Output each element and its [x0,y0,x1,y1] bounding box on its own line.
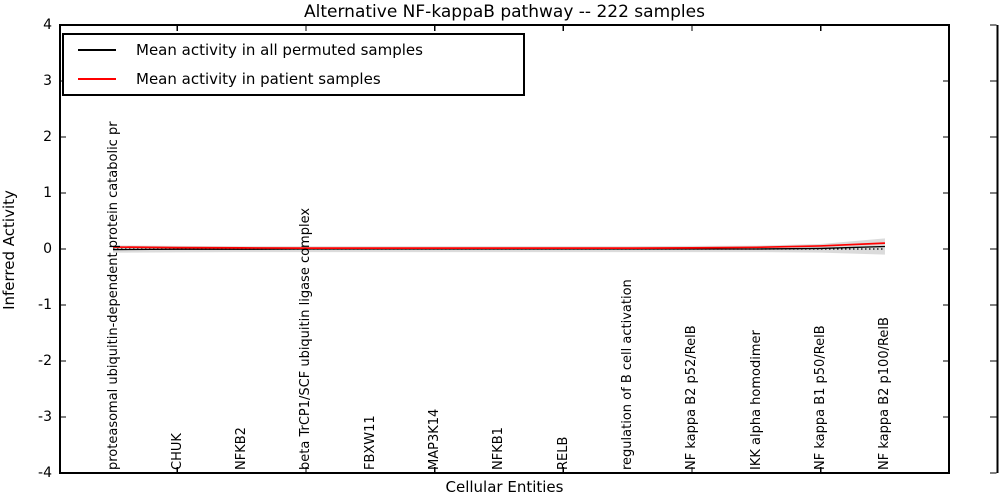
x-axis-label: Cellular Entities [445,478,564,496]
legend-item-label: Mean activity in patient samples [136,70,381,89]
y-tick-label: -2 [38,353,52,369]
legend-item-patient: Mean activity in patient samples [78,70,523,88]
y-tick-label: -1 [38,297,52,313]
x-tick-label: NF kappa B2 p52/RelB [684,325,700,470]
x-tick-label: NFKB1 [491,427,507,470]
x-tick-label: NFKB2 [234,427,250,470]
y-tick-label: 2 [43,129,52,145]
x-tick-label: RELB [555,436,571,470]
y-tick-label: 3 [43,73,52,89]
x-tick-label: NF kappa B2 p100/RelB [877,317,893,470]
x-tick-label: MAP3K14 [427,408,443,470]
x-tick-label: NF kappa B1 p50/RelB [813,325,829,470]
std-band [113,238,885,255]
y-tick-label: 4 [43,17,52,33]
x-tick-label: regulation of B cell activation [620,279,636,470]
x-tick-label: IKK alpha homodimer [748,330,764,470]
legend-item-permuted: Mean activity in all permuted samples [78,41,523,59]
legend: Mean activity in all permuted samples Me… [62,33,525,96]
x-tick-label: proteasomal ubiquitin-dependent protein … [105,121,121,470]
x-tick-label: CHUK [169,433,185,470]
y-tick-label: -3 [38,409,52,425]
x-tick-label: beta TrCP1/SCF ubiquitin ligase complex [298,207,314,470]
y-tick-label: -4 [38,465,52,481]
legend-line-swatch-black [78,48,116,51]
legend-item-label: Mean activity in all permuted samples [136,40,423,59]
x-tick-label: FBXW11 [362,415,378,470]
chart-title: Alternative NF-kappaB pathway -- 222 sam… [304,2,705,22]
patient-series-line [112,242,885,250]
legend-line-swatch-red [78,78,116,81]
y-tick-label: 0 [43,241,52,257]
y-tick-label: 1 [43,185,52,201]
